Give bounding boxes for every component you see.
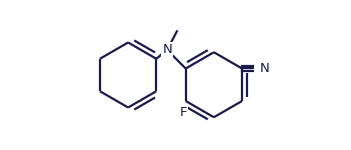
Text: F: F <box>180 106 187 119</box>
Text: N: N <box>260 62 270 75</box>
Text: N: N <box>162 43 172 56</box>
